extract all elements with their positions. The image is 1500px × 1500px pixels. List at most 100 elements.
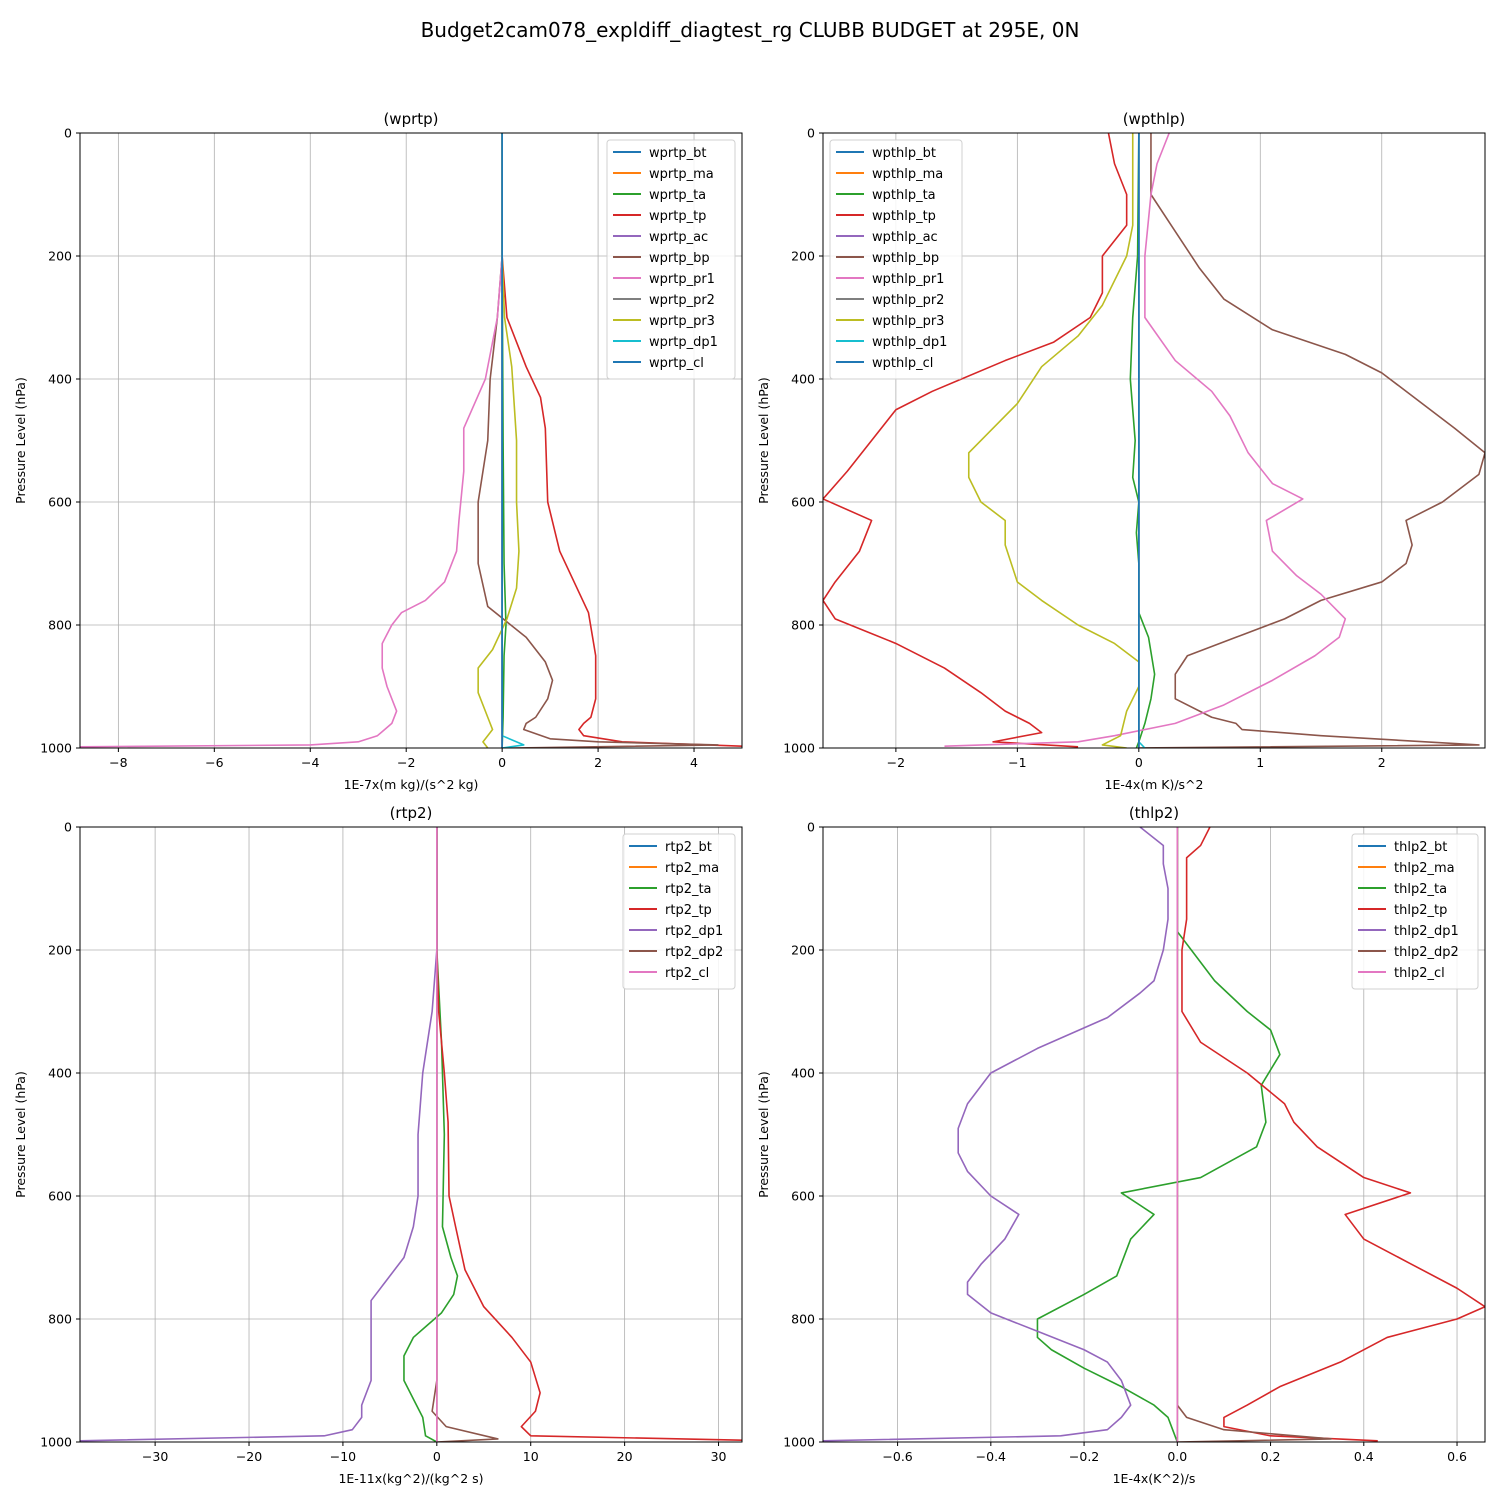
legend-label: wprtp_pr1 [649, 272, 715, 287]
x-tick-label: −0.6 [882, 1449, 912, 1464]
x-axis-label: 1E-7x(m kg)/(s^2 kg) [344, 777, 479, 792]
series-line-wpthlp_pr3 [967, 133, 1140, 748]
y-tick-label: 800 [48, 1312, 72, 1327]
legend-label: wpthlp_tp [872, 209, 936, 224]
panel-title: (wpthlp) [1123, 110, 1186, 128]
legend-label: thlp2_dp1 [1394, 924, 1459, 939]
x-tick-label: 10 [523, 1449, 539, 1464]
series-line-wprtp_pr3 [477, 133, 520, 748]
legend-label: wprtp_ma [649, 167, 714, 182]
legend-label: thlp2_cl [1394, 966, 1445, 981]
y-axis-label: Pressure Level (hPa) [13, 1071, 28, 1198]
x-axis-label: 1E-4x(K^2)/s [1113, 1471, 1196, 1486]
y-tick-label: 400 [48, 372, 72, 387]
plot-frame [822, 826, 1486, 1443]
y-tick-label: 400 [791, 372, 815, 387]
legend-label: rtp2_cl [665, 966, 709, 981]
legend-label: wprtp_cl [649, 356, 704, 371]
figure-title: Budget2cam078_expldiff_diagtest_rg CLUBB… [421, 18, 1080, 42]
x-tick-label: 1 [1256, 755, 1264, 770]
legend-label: wpthlp_cl [872, 356, 933, 371]
series-line-rtp2_tp [436, 827, 742, 1441]
y-tick-label: 200 [791, 249, 815, 264]
x-axis-label: 1E-11x(kg^2)/(kg^2 s) [338, 1471, 483, 1486]
legend-label: wprtp_ta [649, 188, 706, 203]
plot-frame [79, 132, 743, 749]
legend-label: rtp2_ma [665, 861, 719, 876]
x-tick-label: −2 [397, 755, 415, 770]
x-tick-label: −6 [205, 755, 223, 770]
x-tick-label: −0.2 [1069, 1449, 1099, 1464]
y-tick-label: 200 [48, 249, 72, 264]
legend-label: wpthlp_pr2 [872, 293, 944, 308]
y-tick-label: 1000 [40, 741, 72, 756]
legend-label: wpthlp_ma [872, 167, 943, 182]
y-tick-label: 600 [48, 1189, 72, 1204]
legend-label: wpthlp_dp1 [872, 335, 947, 350]
panel-title: (wprtp) [383, 110, 438, 128]
y-tick-label: 600 [48, 495, 72, 510]
series-line-thlp2_ta [1036, 827, 1281, 1442]
plot-frame [822, 132, 1486, 749]
y-tick-label: 200 [48, 943, 72, 958]
legend-label: thlp2_ma [1394, 861, 1455, 876]
x-tick-label: 2 [594, 755, 602, 770]
panel-3: −0.6 −0.4 −0.2 0.0 0.2 0.4 0.6 0 200 400 600 800 100… [756, 804, 1486, 1486]
series-line-thlp2_tp [1181, 827, 1485, 1442]
x-tick-label: −30 [142, 1449, 168, 1464]
y-tick-label: 1000 [783, 741, 815, 756]
legend-label: wpthlp_bt [872, 146, 936, 161]
y-tick-label: 1000 [783, 1435, 815, 1450]
x-tick-label: −1 [1008, 755, 1026, 770]
y-tick-label: 1000 [40, 1435, 72, 1450]
legend-label: rtp2_dp2 [665, 945, 723, 960]
series-line-rtp2_ta [403, 827, 459, 1442]
legend-label: thlp2_ta [1394, 882, 1447, 897]
panel-title: (thlp2) [1129, 804, 1179, 822]
x-tick-label: 30 [711, 1449, 727, 1464]
plot-frame [79, 826, 743, 1443]
legend-label: rtp2_tp [665, 903, 712, 918]
legend-label: wprtp_pr2 [649, 293, 715, 308]
y-tick-label: 800 [791, 1312, 815, 1327]
x-tick-label: −4 [301, 755, 319, 770]
legend-label: thlp2_tp [1394, 903, 1447, 918]
legend-label: wpthlp_pr3 [872, 314, 944, 329]
x-tick-label: −20 [236, 1449, 262, 1464]
series-line-rtp2_dp2 [431, 827, 499, 1442]
legend-label: wprtp_tp [649, 209, 706, 224]
x-tick-label: 4 [690, 755, 698, 770]
x-tick-label: 0.0 [1167, 1449, 1187, 1464]
y-tick-label: 600 [791, 495, 815, 510]
legend-label: thlp2_dp2 [1394, 945, 1459, 960]
legend-label: wpthlp_pr1 [872, 272, 944, 287]
y-tick-label: 0 [64, 126, 72, 141]
y-tick-label: 800 [791, 618, 815, 633]
panel-1: −2 −1 0 1 2 0 200 400 600 800 1000 (wpthlp) 1E-4x(m … [756, 110, 1486, 792]
legend-label: wprtp_pr3 [649, 314, 715, 329]
y-tick-label: 0 [807, 820, 815, 835]
series-line-wpthlp_bp [1138, 133, 1485, 748]
y-tick-label: 400 [791, 1066, 815, 1081]
panel-title: (rtp2) [390, 804, 433, 822]
y-axis-label: Pressure Level (hPa) [756, 1071, 771, 1198]
series-line-wpthlp_ta [1129, 133, 1156, 748]
series-line-wprtp_dp1 [501, 133, 525, 748]
x-tick-label: −10 [330, 1449, 356, 1464]
x-tick-label: 0 [498, 755, 506, 770]
series-group [823, 827, 1485, 1442]
legend-label: wprtp_bt [649, 146, 706, 161]
series-line-rtp2_dp1 [80, 827, 438, 1442]
x-tick-label: 0 [433, 1449, 441, 1464]
legend-label: wpthlp_ac [872, 230, 938, 245]
legend-label: rtp2_ta [665, 882, 712, 897]
panel-0: −8 −6 −4 −2 0 2 4 0 200 400 600 800 1000 (wprtp) 1E-7x… [13, 110, 743, 792]
legend-label: wpthlp_bp [872, 251, 939, 266]
y-tick-label: 600 [791, 1189, 815, 1204]
legend-label: wprtp_ac [649, 230, 708, 245]
series-line-wprtp_tp [501, 133, 742, 747]
y-tick-label: 200 [791, 943, 815, 958]
legend-label: rtp2_dp1 [665, 924, 723, 939]
x-tick-label: 0.6 [1447, 1449, 1467, 1464]
